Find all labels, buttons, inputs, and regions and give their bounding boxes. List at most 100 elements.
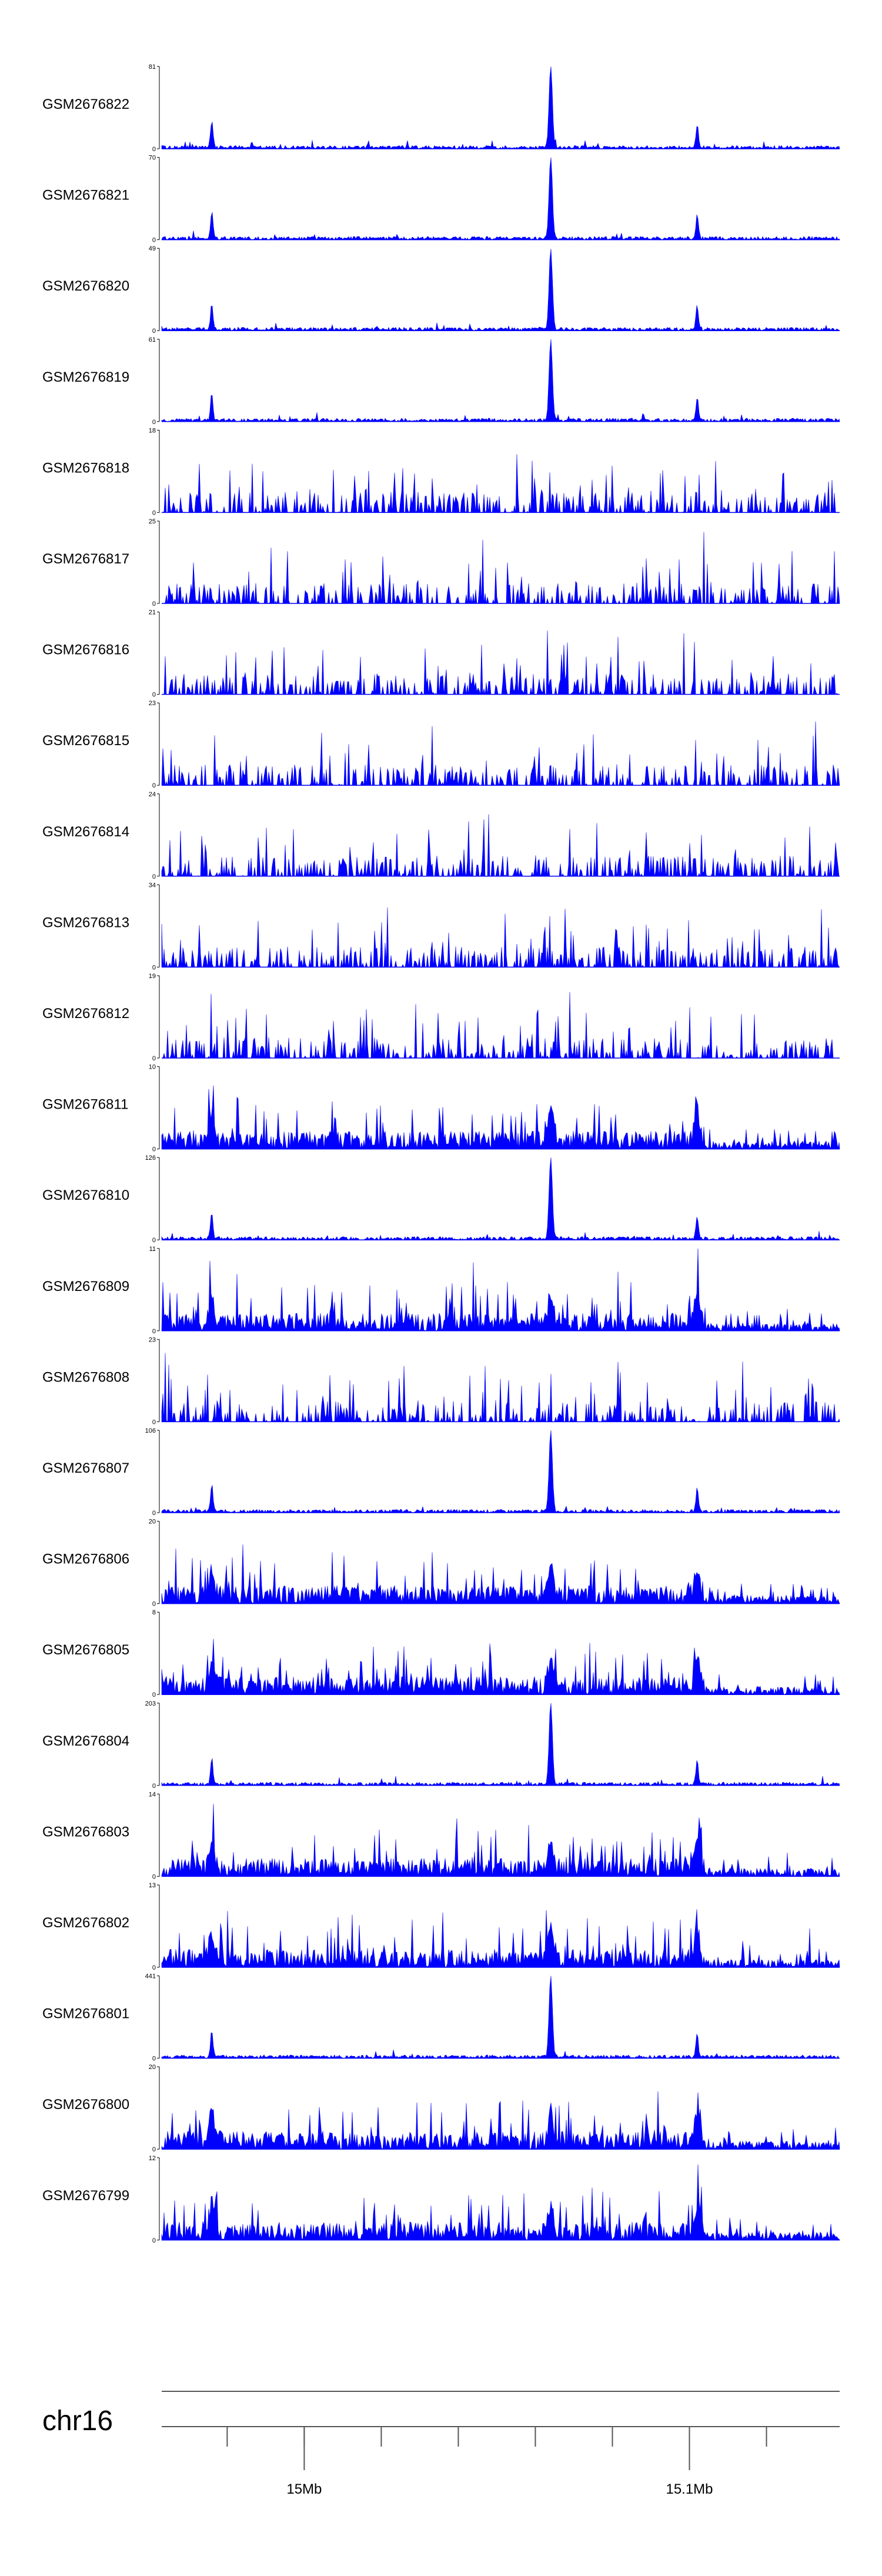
track-label: GSM2676806 <box>42 1551 129 1567</box>
y-min-label: 0 <box>152 964 156 971</box>
track-label: GSM2676822 <box>42 96 129 112</box>
signal-area <box>161 721 840 786</box>
track-label: GSM2676818 <box>42 460 129 476</box>
signal-area <box>161 1639 840 1696</box>
track-GSM2676813: GSM2676813 34 0 <box>42 882 840 971</box>
y-min-label: 0 <box>152 692 156 699</box>
signal-area <box>161 66 840 149</box>
genome-axis: chr16 15Mb 15.1Mb <box>42 2391 840 2497</box>
track-label: GSM2676821 <box>42 188 129 203</box>
y-min-label: 0 <box>152 1873 156 1880</box>
y-max-label: 441 <box>145 1973 156 1980</box>
track-GSM2676799: GSM2676799 12 0 <box>42 2155 840 2244</box>
signal-area <box>162 992 840 1059</box>
track-GSM2676805: GSM2676805 8 0 <box>42 1609 840 1699</box>
track-GSM2676810: GSM2676810 126 0 <box>42 1154 840 1244</box>
y-max-label: 20 <box>149 1519 156 1526</box>
y-min-label: 0 <box>152 1601 156 1608</box>
y-min-label: 0 <box>152 509 156 516</box>
track-label: GSM2676819 <box>42 369 129 385</box>
track-label: GSM2676805 <box>42 1642 129 1658</box>
y-max-label: 14 <box>149 1791 156 1798</box>
track-label: GSM2676820 <box>42 278 129 294</box>
signal-area <box>161 1909 840 1968</box>
track-GSM2676812: GSM2676812 19 0 <box>42 973 840 1062</box>
signal-area <box>161 249 840 331</box>
track-label: GSM2676814 <box>42 824 129 840</box>
track-label: GSM2676815 <box>42 733 129 749</box>
track-label: GSM2676816 <box>42 642 129 658</box>
track-GSM2676800: GSM2676800 20 0 <box>42 2064 840 2153</box>
signal-area <box>161 1157 840 1240</box>
y-max-label: 70 <box>149 155 156 162</box>
y-max-label: 106 <box>145 1427 156 1434</box>
signal-area <box>161 1430 840 1513</box>
y-max-label: 23 <box>149 1336 156 1343</box>
track-GSM2676807: GSM2676807 106 0 <box>42 1427 840 1517</box>
signal-area <box>162 454 840 513</box>
track-GSM2676814: GSM2676814 24 0 <box>42 791 840 880</box>
y-min-label: 0 <box>152 328 156 335</box>
track-label: GSM2676809 <box>42 1279 129 1294</box>
track-label: GSM2676813 <box>42 915 129 930</box>
track-GSM2676806: GSM2676806 20 0 <box>42 1519 840 1608</box>
y-max-label: 25 <box>149 518 156 525</box>
y-min-label: 0 <box>152 873 156 880</box>
y-min-label: 0 <box>152 419 156 426</box>
track-label: GSM2676801 <box>42 2006 129 2022</box>
signal-area <box>161 1085 840 1150</box>
track-label: GSM2676808 <box>42 1369 129 1385</box>
y-min-label: 0 <box>152 1419 156 1426</box>
signal-area <box>161 2091 840 2150</box>
y-max-label: 13 <box>149 1882 156 1889</box>
signal-area <box>161 1248 840 1332</box>
signal-area <box>162 630 840 695</box>
y-max-label: 126 <box>145 1154 156 1162</box>
y-min-label: 0 <box>152 600 156 608</box>
signal-area <box>161 1353 840 1423</box>
signal-area <box>161 1544 840 1604</box>
track-GSM2676819: GSM2676819 61 0 <box>42 336 840 426</box>
track-label: GSM2676799 <box>42 2188 129 2204</box>
signal-area <box>161 907 840 968</box>
y-max-label: 12 <box>149 2155 156 2162</box>
y-min-label: 0 <box>152 1691 156 1699</box>
signal-area <box>161 814 840 877</box>
track-GSM2676802: GSM2676802 13 0 <box>42 1882 840 1971</box>
tracks-layer: GSM2676822810GSM2676821700GSM2676820490G… <box>42 64 840 2244</box>
y-max-label: 81 <box>149 64 156 71</box>
y-max-label: 10 <box>149 1064 156 1071</box>
y-min-label: 0 <box>152 2237 156 2244</box>
y-max-label: 49 <box>149 245 156 252</box>
track-label: GSM2676817 <box>42 551 129 567</box>
y-max-label: 19 <box>149 973 156 980</box>
track-label: GSM2676802 <box>42 1915 129 1931</box>
track-GSM2676817: GSM2676817 25 0 <box>42 518 840 608</box>
y-max-label: 34 <box>149 882 156 889</box>
track-label: GSM2676804 <box>42 1733 129 1749</box>
track-GSM2676815: GSM2676815 23 0 <box>42 700 840 789</box>
y-min-label: 0 <box>152 1328 156 1335</box>
track-GSM2676820: GSM2676820 49 0 <box>42 245 840 335</box>
chromosome-label: chr16 <box>42 2405 113 2437</box>
y-min-label: 0 <box>152 1055 156 1062</box>
signal-area <box>161 2164 840 2241</box>
track-GSM2676803: GSM2676803 14 0 <box>42 1791 840 1880</box>
track-GSM2676811: GSM2676811 10 0 <box>42 1064 840 1153</box>
y-min-label: 0 <box>152 2146 156 2153</box>
track-GSM2676821: GSM2676821 70 0 <box>42 155 840 244</box>
signal-area <box>161 1976 840 2059</box>
y-min-label: 0 <box>152 1237 156 1244</box>
y-min-label: 0 <box>152 782 156 789</box>
track-label: GSM2676811 <box>42 1097 128 1113</box>
track-GSM2676822: GSM2676822 81 0 <box>42 64 840 153</box>
track-GSM2676818: GSM2676818 18 0 <box>42 427 840 516</box>
y-max-label: 21 <box>149 609 156 616</box>
genome-axis-tick-label: 15Mb <box>286 2481 322 2497</box>
signal-area <box>161 339 840 422</box>
track-label: GSM2676803 <box>42 1824 129 1840</box>
track-GSM2676816: GSM2676816 21 0 <box>42 609 840 699</box>
signal-area <box>161 1703 840 1786</box>
track-GSM2676801: GSM2676801 441 0 <box>42 1973 840 2063</box>
